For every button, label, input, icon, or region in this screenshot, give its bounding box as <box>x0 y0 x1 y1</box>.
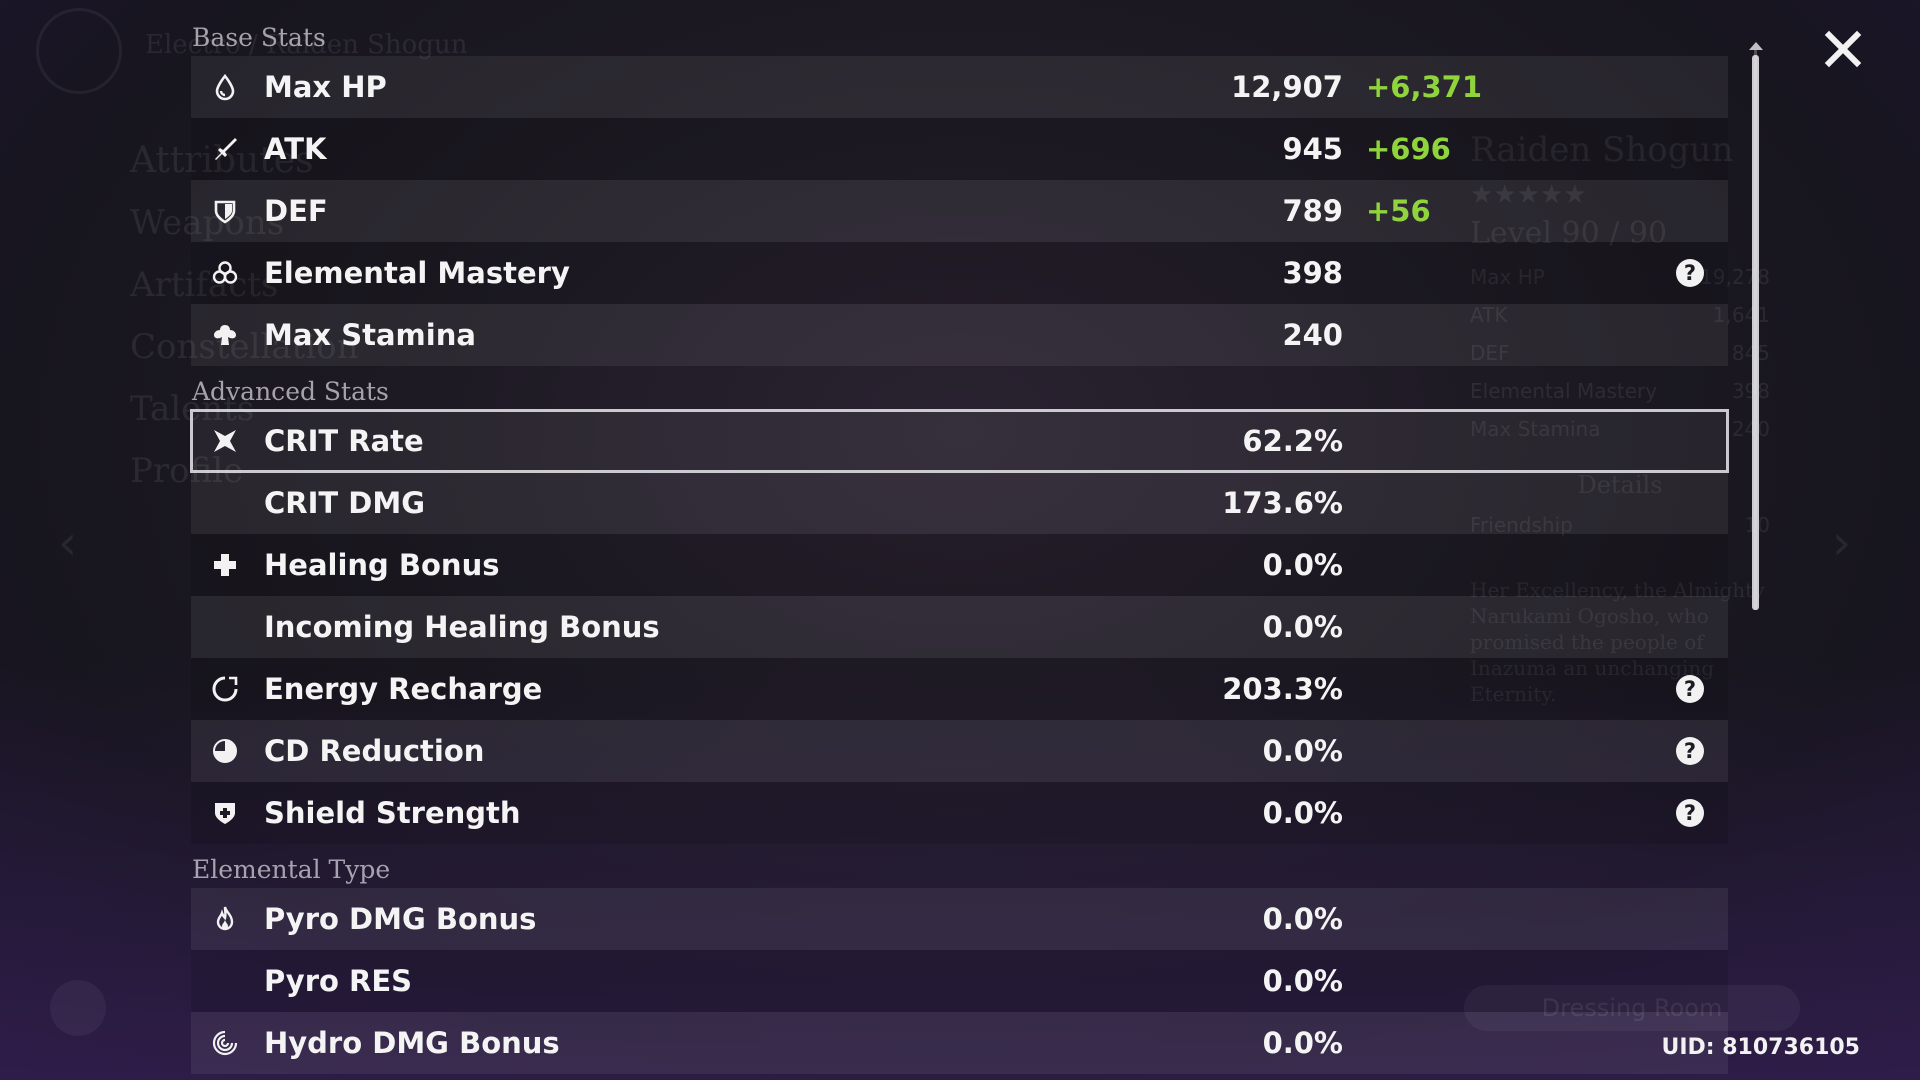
shield-icon <box>211 197 239 225</box>
stat-name: Elemental Mastery <box>264 256 570 290</box>
stat-row-cd-reduction[interactable]: CD Reduction 0.0% ? <box>191 720 1728 782</box>
stat-bonus: +56 <box>1366 194 1431 228</box>
scroll-up-icon[interactable] <box>1749 42 1763 50</box>
pyro-icon <box>211 905 239 933</box>
stat-row-pyro-res[interactable]: Pyro RES 0.0% <box>191 950 1728 1012</box>
crit-icon <box>211 427 239 455</box>
stat-value: 398 <box>1282 256 1343 290</box>
bg-menu: Attributes Weapons Artifacts Constellati… <box>130 140 359 513</box>
uid-label: UID: 810736105 <box>1661 1035 1860 1060</box>
stat-row-crit-dmg[interactable]: CRIT DMG 173.6% <box>191 472 1728 534</box>
stat-name: CD Reduction <box>264 734 485 768</box>
stat-row-healing-bonus[interactable]: Healing Bonus 0.0% <box>191 534 1728 596</box>
stat-name: Max Stamina <box>264 318 476 352</box>
stat-name: CRIT Rate <box>264 424 424 458</box>
bg-mini-stat: Elemental Mastery 398 <box>1470 379 1770 403</box>
stats-panel: Base Stats Max HP 12,907 +6,371 ATK 945 … <box>190 20 1729 1074</box>
stat-value: 240 <box>1282 318 1343 352</box>
bg-mini-stat: Max Stamina 240 <box>1470 417 1770 441</box>
bg-mini-stat: ATK 1,641 <box>1470 303 1770 327</box>
bg-menu-item: Artifacts <box>130 265 279 305</box>
bg-menu-icon <box>50 980 106 1036</box>
sword-icon <box>211 135 239 163</box>
stat-bonus: +696 <box>1366 132 1451 166</box>
bg-menu-item: Profile <box>130 451 244 491</box>
stat-name: CRIT DMG <box>264 486 426 520</box>
stat-row-energy-recharge[interactable]: Energy Recharge 203.3% ? <box>191 658 1728 720</box>
bg-menu-item: Weapons <box>130 203 285 243</box>
stat-name: Max HP <box>264 70 387 104</box>
scrollbar-thumb[interactable] <box>1752 55 1759 610</box>
stat-row-crit-rate[interactable]: CRIT Rate 62.2% <box>190 409 1729 473</box>
stat-value: 0.0% <box>1262 964 1343 998</box>
bg-details: Details <box>1577 471 1663 499</box>
stat-name: Hydro DMG Bonus <box>264 1026 560 1060</box>
stat-value: 789 <box>1282 194 1343 228</box>
stat-row-max-hp[interactable]: Max HP 12,907 +6,371 <box>191 56 1728 118</box>
help-icon[interactable]: ? <box>1676 799 1704 827</box>
section-elemental-type: Elemental Type <box>192 855 391 884</box>
bg-menu-item: Constellation <box>130 327 359 367</box>
stat-value: 0.0% <box>1262 1026 1343 1060</box>
stat-value: 945 <box>1282 132 1343 166</box>
stat-value: 203.3% <box>1222 672 1343 706</box>
stat-name: Shield Strength <box>264 796 521 830</box>
stamina-icon <box>211 321 239 349</box>
stat-name: DEF <box>264 194 328 228</box>
stat-value: 62.2% <box>1242 424 1343 458</box>
stat-name: Pyro RES <box>264 964 413 998</box>
bg-menu-item: Attributes <box>130 140 314 181</box>
bg-character-name: Raiden Shogun <box>1470 130 1734 170</box>
cooldown-icon <box>211 737 239 765</box>
bg-level: Level 90 / 90 <box>1470 216 1668 251</box>
stat-row-def[interactable]: DEF 789 +56 <box>191 180 1728 242</box>
bg-next-arrow-icon: › <box>1832 515 1852 571</box>
section-base-stats: Base Stats <box>192 23 326 52</box>
energy-icon <box>211 675 239 703</box>
stat-value: 173.6% <box>1222 486 1343 520</box>
stat-value: 12,907 <box>1231 70 1343 104</box>
bg-menu-item: Talents <box>130 389 255 429</box>
bg-header: Electro / Raiden Shogun <box>145 30 468 60</box>
bg-stars: ★★★★★ <box>1470 180 1587 210</box>
cross-icon <box>211 551 239 579</box>
stat-name: Incoming Healing Bonus <box>264 610 660 644</box>
stat-row-pyro-dmg[interactable]: Pyro DMG Bonus 0.0% <box>191 888 1728 950</box>
stat-row-max-stamina[interactable]: Max Stamina 240 <box>191 304 1728 366</box>
stat-row-hydro-dmg[interactable]: Hydro DMG Bonus 0.0% <box>191 1012 1728 1074</box>
stat-bonus: +6,371 <box>1366 70 1483 104</box>
bg-dressing-room: Dressing Room <box>1464 985 1800 1031</box>
stat-value: 0.0% <box>1262 610 1343 644</box>
help-icon[interactable]: ? <box>1676 259 1704 287</box>
help-icon[interactable]: ? <box>1676 737 1704 765</box>
bg-mini-stat: DEF 845 <box>1470 341 1770 365</box>
stat-value: 0.0% <box>1262 902 1343 936</box>
stat-value: 0.0% <box>1262 796 1343 830</box>
stat-value: 0.0% <box>1262 548 1343 582</box>
stat-value: 0.0% <box>1262 734 1343 768</box>
hydro-icon <box>211 1029 239 1057</box>
stat-row-shield-strength[interactable]: Shield Strength 0.0% ? <box>191 782 1728 844</box>
stat-name: Healing Bonus <box>264 548 500 582</box>
hp-drop-icon <box>211 73 239 101</box>
stat-name: Pyro DMG Bonus <box>264 902 537 936</box>
stat-row-atk[interactable]: ATK 945 +696 <box>191 118 1728 180</box>
section-advanced-stats: Advanced Stats <box>192 377 389 406</box>
help-icon[interactable]: ? <box>1676 675 1704 703</box>
stat-row-elemental-mastery[interactable]: Elemental Mastery 398 ? <box>191 242 1728 304</box>
close-icon <box>1824 30 1862 68</box>
stat-name: Energy Recharge <box>264 672 543 706</box>
mastery-icon <box>211 259 239 287</box>
bg-description: Her Excellency, the Almighty Narukami Og… <box>1470 578 1765 706</box>
background-gradient <box>0 660 1920 1080</box>
stat-name: ATK <box>264 132 327 166</box>
stat-row-incoming-healing[interactable]: Incoming Healing Bonus 0.0% <box>191 596 1728 658</box>
bg-prev-arrow-icon: ‹ <box>58 515 78 571</box>
shield-plus-icon <box>211 799 239 827</box>
close-button[interactable] <box>1822 28 1864 70</box>
element-emblem <box>36 8 122 94</box>
